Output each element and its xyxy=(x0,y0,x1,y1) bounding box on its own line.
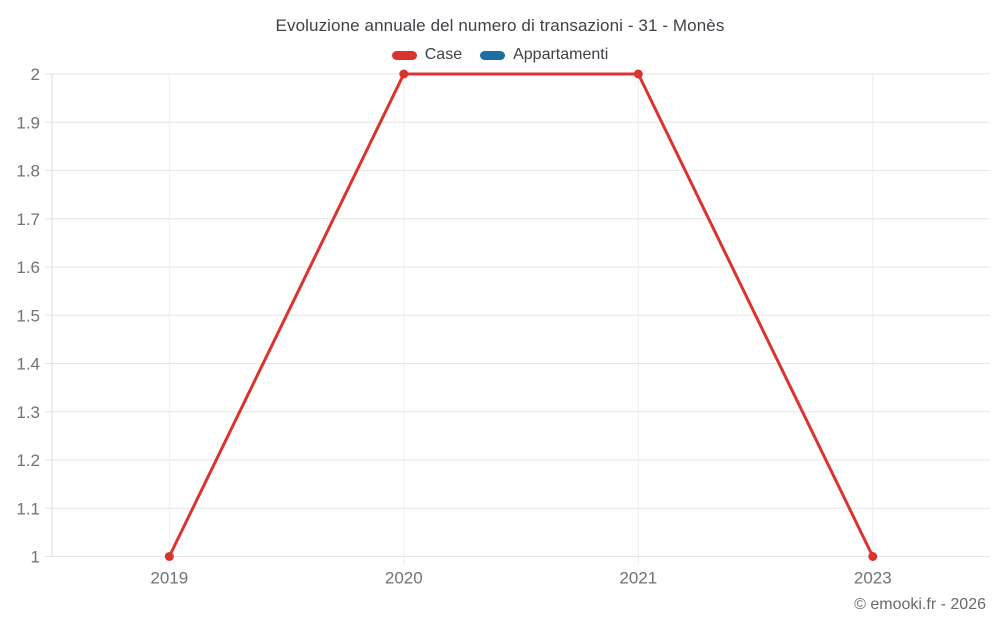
legend-label: Appartamenti xyxy=(513,46,609,63)
chart-legend: Case Appartamenti xyxy=(0,46,1000,64)
x-axis-tick-label: 2023 xyxy=(854,569,892,588)
y-axis-tick-label: 2 xyxy=(31,65,40,84)
y-axis-tick-label: 1 xyxy=(31,548,40,567)
legend-item-appartamenti[interactable]: Appartamenti xyxy=(480,46,608,64)
data-point-case-2019[interactable] xyxy=(164,552,174,561)
legend-label: Case xyxy=(424,46,463,63)
y-axis-tick-label: 1.2 xyxy=(16,451,40,470)
chart-title: Evoluzione annuale del numero di transaz… xyxy=(275,16,725,35)
data-point-case-2020[interactable] xyxy=(399,69,409,79)
legend-item-case[interactable]: Case xyxy=(391,46,463,64)
x-axis-tick-label: 2021 xyxy=(619,569,657,588)
y-axis-tick-label: 1.7 xyxy=(16,210,40,229)
y-axis-tick-label: 1.6 xyxy=(16,258,40,277)
y-axis-tick-label: 1.8 xyxy=(16,162,40,181)
y-axis-tick-label: 1.4 xyxy=(16,355,40,374)
data-point-case-2023[interactable] xyxy=(868,552,878,561)
legend-marker-case xyxy=(391,50,417,60)
series-line-case xyxy=(167,72,875,558)
legend-marker-appartamenti xyxy=(480,50,506,60)
y-axis-tick-label: 1.1 xyxy=(16,499,40,518)
y-axis-tick-label: 1.5 xyxy=(16,306,40,325)
x-axis-tick-label: 2019 xyxy=(150,569,188,588)
x-axis-tick-label: 2020 xyxy=(385,569,423,588)
copyright-text: © emooki.fr - 2026 xyxy=(854,596,986,613)
y-axis-tick-label: 1.9 xyxy=(16,113,40,132)
data-point-case-2021[interactable] xyxy=(633,69,643,79)
y-axis-tick-label: 1.3 xyxy=(16,403,40,422)
